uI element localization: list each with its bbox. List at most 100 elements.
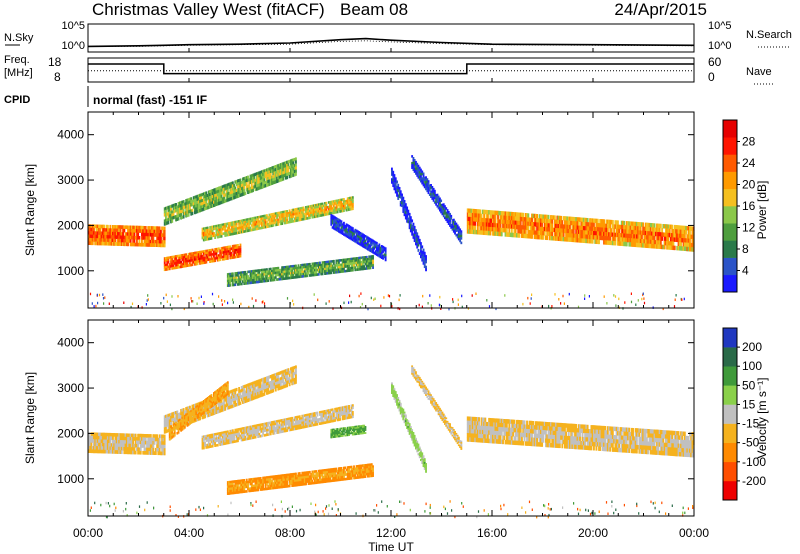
rti-cell <box>308 212 311 215</box>
rti-cell <box>194 403 196 408</box>
rti-cell <box>162 243 165 248</box>
rti-cell <box>362 244 364 248</box>
rti-cell <box>435 198 438 202</box>
rti-cell <box>226 192 229 196</box>
rti-cell <box>413 165 416 169</box>
rti-noise-cell <box>130 305 132 309</box>
rti-cell <box>216 199 219 203</box>
rti-cell <box>411 227 414 231</box>
rti-cell <box>200 193 203 197</box>
rti-cell <box>358 235 361 239</box>
rti-cell <box>485 226 488 232</box>
rti-cell <box>336 206 339 209</box>
rti-cell <box>432 190 435 193</box>
rti-cell <box>123 228 126 233</box>
rti-cell <box>629 225 632 231</box>
rti-cell <box>542 235 545 240</box>
rti-cell <box>176 205 179 209</box>
rti-cell <box>325 267 328 271</box>
rti-cell <box>368 260 371 263</box>
rti-cell <box>141 440 143 445</box>
rti-cell <box>566 233 569 238</box>
rti-noise-cell <box>398 298 400 302</box>
rti-cell <box>312 273 315 277</box>
rti-cell <box>157 448 160 452</box>
rti-cell <box>277 164 280 168</box>
rti-cell <box>218 254 220 257</box>
rti-cell <box>589 218 592 223</box>
rti-cell <box>564 237 566 242</box>
rti-cell <box>185 407 188 411</box>
rti-noise-cell <box>367 307 369 311</box>
rti-cell <box>271 222 273 225</box>
rti-cell <box>186 406 189 410</box>
rti-cell <box>394 185 397 189</box>
rti-cell <box>226 275 229 278</box>
rti-cell <box>134 242 137 247</box>
rti-cell <box>567 229 570 234</box>
rti-cell <box>287 172 290 176</box>
rti-noise-cell <box>224 300 226 303</box>
rti-cell <box>324 261 326 264</box>
rti-cell <box>611 220 614 225</box>
rti-cell <box>420 168 422 172</box>
rti-cell <box>327 265 330 268</box>
rti-cell <box>330 200 333 204</box>
rti-cell <box>171 415 174 419</box>
rti-cell <box>599 231 602 236</box>
rti-cell <box>639 222 642 227</box>
rti-cell <box>439 202 441 205</box>
rti-cell <box>312 204 315 207</box>
rti-cell <box>266 279 268 283</box>
rti-cell <box>207 251 210 255</box>
rti-cell <box>668 228 671 234</box>
rti-cell <box>211 253 214 256</box>
rti-cell <box>149 232 152 237</box>
rti-cell <box>253 179 256 183</box>
rti-cell <box>267 218 270 222</box>
rti-cell <box>142 236 145 240</box>
rti-cell <box>239 271 242 275</box>
rti-cell <box>618 228 621 234</box>
rti-cell <box>278 169 281 174</box>
rti-cell <box>301 213 304 217</box>
rti-cell <box>320 202 323 206</box>
rti-cell <box>415 234 417 238</box>
rti-cell <box>346 201 349 205</box>
rti-cell <box>214 257 217 260</box>
rti-cell <box>298 275 301 279</box>
rti-cell <box>324 204 326 207</box>
rti-cell <box>141 229 143 233</box>
rti-cell <box>503 219 506 225</box>
rti-cell <box>276 271 278 275</box>
rti-cell <box>234 278 237 282</box>
rti-cell <box>205 200 208 204</box>
rti-cell <box>95 227 98 232</box>
rti-cell <box>355 259 358 262</box>
rti-cell <box>580 225 583 231</box>
rti-cell <box>165 215 167 220</box>
rti-cell <box>258 273 261 277</box>
rti-cell <box>428 188 431 192</box>
rti-cell <box>415 237 417 241</box>
cpid-label: CPID <box>4 94 30 106</box>
rti-cell <box>415 229 417 233</box>
rti-cell <box>137 433 140 438</box>
rti-noise-cell <box>147 294 149 297</box>
rti-cell <box>112 450 114 454</box>
rti-cell <box>154 233 157 237</box>
rti-cell <box>122 443 124 448</box>
rti-cell <box>497 223 499 228</box>
rti-cell <box>291 158 294 163</box>
rti-cell <box>90 241 93 246</box>
rti-cell <box>411 164 414 167</box>
rti-cell <box>479 226 482 231</box>
date-label: 24/Apr/2015 <box>614 0 707 19</box>
rti-cell <box>279 275 282 279</box>
rti-cell <box>264 216 267 220</box>
rti-cell <box>598 231 600 236</box>
rti-cell <box>88 432 90 436</box>
rti-cell <box>431 188 434 191</box>
rti-cell <box>495 210 498 216</box>
rti-cell <box>586 222 589 227</box>
